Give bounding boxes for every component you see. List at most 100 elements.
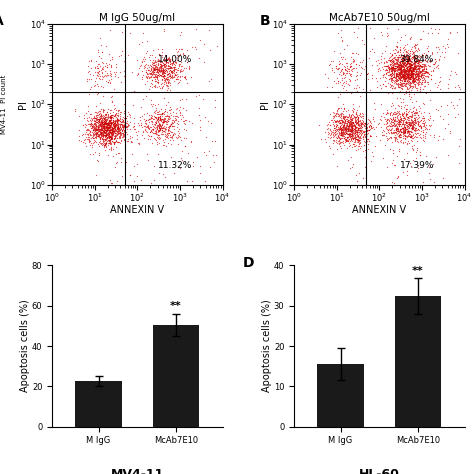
- Point: [167, 64, 175, 72]
- Point: [357, 70, 365, 77]
- Point: [386, 81, 394, 88]
- Point: [387, 77, 394, 85]
- Point: [396, 112, 404, 119]
- Point: [115, 125, 122, 132]
- Point: [111, 123, 118, 130]
- Point: [149, 115, 157, 123]
- Point: [158, 112, 166, 119]
- Point: [114, 129, 121, 137]
- Point: [144, 66, 152, 73]
- Point: [392, 83, 399, 91]
- Point: [101, 119, 109, 127]
- Point: [108, 113, 115, 121]
- Text: MV4-11  PI count: MV4-11 PI count: [1, 74, 8, 134]
- Point: [162, 81, 170, 89]
- Point: [344, 80, 352, 87]
- Point: [102, 142, 110, 150]
- Point: [398, 69, 405, 77]
- Point: [103, 125, 110, 132]
- Point: [395, 69, 403, 77]
- Point: [119, 113, 127, 121]
- Point: [108, 134, 115, 141]
- Point: [335, 29, 342, 37]
- Point: [97, 109, 104, 117]
- Point: [109, 129, 117, 137]
- Point: [354, 146, 362, 153]
- Point: [391, 129, 398, 137]
- Point: [405, 128, 412, 135]
- Point: [399, 126, 407, 134]
- Point: [416, 151, 423, 159]
- Point: [395, 102, 403, 110]
- Point: [352, 133, 360, 141]
- Point: [404, 53, 412, 61]
- Point: [395, 145, 402, 153]
- Point: [431, 80, 439, 87]
- Point: [196, 126, 203, 134]
- Point: [344, 125, 352, 132]
- Point: [414, 109, 421, 117]
- Point: [411, 115, 419, 123]
- Point: [392, 71, 400, 78]
- Point: [160, 25, 167, 33]
- Point: [410, 60, 418, 67]
- Point: [102, 116, 110, 124]
- Point: [118, 128, 125, 135]
- Point: [410, 50, 418, 57]
- Point: [410, 53, 417, 60]
- Point: [408, 66, 415, 73]
- Point: [164, 73, 172, 81]
- Point: [105, 130, 113, 137]
- Point: [428, 71, 435, 79]
- Point: [152, 109, 159, 117]
- Point: [92, 130, 100, 137]
- Text: 17.39%: 17.39%: [400, 161, 434, 170]
- Point: [340, 127, 347, 134]
- Point: [355, 111, 363, 119]
- Point: [102, 124, 110, 132]
- Point: [405, 56, 413, 64]
- Point: [414, 65, 421, 73]
- Point: [409, 64, 416, 72]
- Point: [404, 113, 412, 121]
- Point: [389, 62, 397, 69]
- Point: [394, 117, 401, 124]
- Point: [354, 113, 362, 120]
- Point: [386, 121, 393, 128]
- Point: [383, 118, 391, 126]
- Point: [93, 130, 100, 137]
- Point: [408, 123, 415, 131]
- Point: [410, 63, 418, 70]
- Point: [161, 76, 168, 83]
- Point: [98, 134, 106, 142]
- Point: [104, 120, 112, 128]
- Point: [389, 52, 396, 59]
- Point: [337, 126, 344, 133]
- Point: [404, 128, 412, 136]
- Point: [111, 122, 119, 129]
- Point: [100, 130, 107, 138]
- Point: [392, 117, 399, 124]
- Point: [350, 127, 357, 134]
- Point: [392, 113, 399, 121]
- Point: [98, 131, 106, 139]
- Point: [161, 68, 168, 76]
- Point: [400, 68, 408, 75]
- Point: [390, 73, 398, 81]
- Point: [93, 127, 100, 134]
- Point: [347, 121, 355, 128]
- Point: [375, 119, 383, 127]
- Point: [336, 117, 343, 125]
- Point: [363, 110, 370, 118]
- Point: [157, 105, 165, 113]
- Point: [337, 135, 344, 142]
- Point: [368, 46, 375, 53]
- Point: [358, 126, 366, 134]
- Point: [344, 137, 351, 145]
- Point: [409, 65, 417, 73]
- Point: [163, 58, 170, 66]
- Point: [346, 131, 354, 139]
- Point: [416, 67, 424, 75]
- Point: [439, 174, 447, 182]
- Point: [419, 128, 427, 136]
